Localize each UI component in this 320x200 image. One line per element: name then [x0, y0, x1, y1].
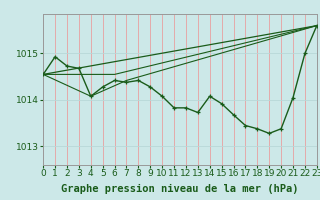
X-axis label: Graphe pression niveau de la mer (hPa): Graphe pression niveau de la mer (hPa): [61, 184, 299, 194]
